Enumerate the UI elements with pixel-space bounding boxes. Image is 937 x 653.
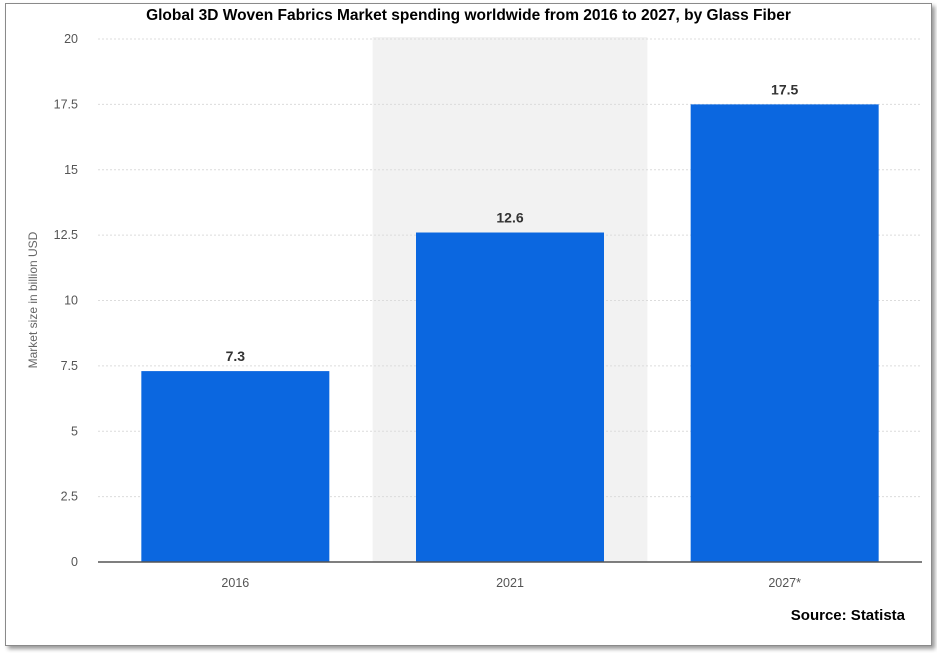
y-tick-label: 2.5	[61, 490, 78, 504]
x-tick-label: 2021	[496, 576, 524, 590]
x-tick-label: 2016	[221, 576, 249, 590]
data-label: 12.6	[496, 210, 523, 226]
y-tick-label: 0	[71, 555, 78, 569]
bar-2027	[690, 104, 879, 562]
y-tick-label: 20	[64, 32, 78, 46]
y-tick-label: 5	[71, 424, 78, 438]
y-tick-label: 15	[64, 163, 78, 177]
bar-2016	[141, 371, 330, 562]
chart-title: Global 3D Woven Fabrics Market spending …	[146, 7, 791, 24]
y-tick-label: 17.5	[54, 97, 78, 111]
bar-2021	[416, 232, 604, 562]
y-tick-label: 7.5	[61, 359, 78, 373]
y-tick-label: 12.5	[54, 228, 78, 242]
source-note: Source: Statista	[790, 607, 905, 624]
data-label: 7.3	[226, 348, 246, 364]
y-axis-label: Market size in billion USD	[26, 231, 40, 368]
x-tick-label: 2027*	[768, 576, 801, 590]
data-label: 17.5	[771, 81, 798, 97]
y-tick-label: 10	[64, 294, 78, 308]
